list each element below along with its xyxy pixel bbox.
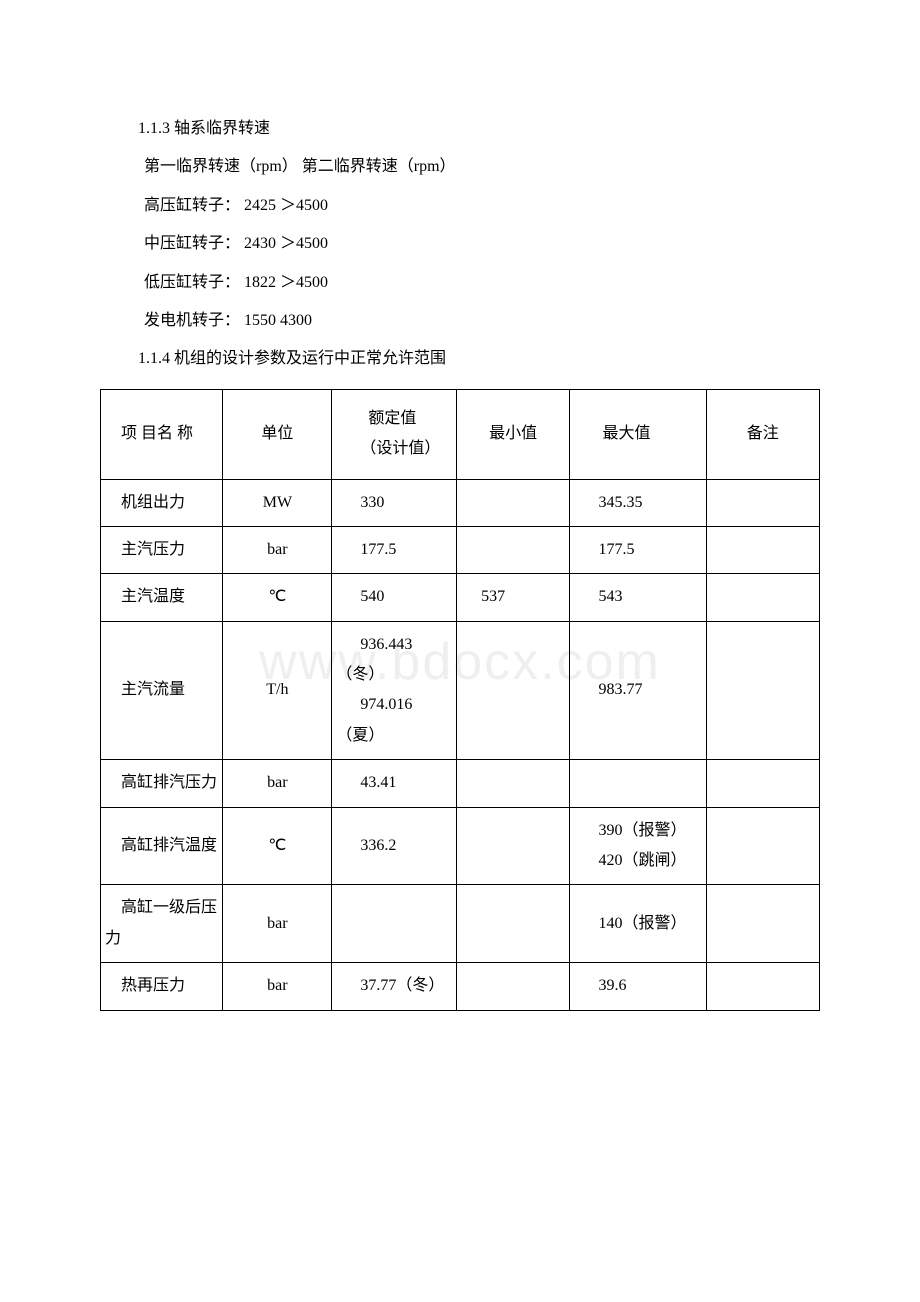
- section-heading-1: 1.1.3 轴系临界转速: [100, 110, 820, 148]
- cell-name: 高缸排汽压力: [101, 760, 223, 807]
- cell-rated: 540: [332, 574, 457, 621]
- cell-unit: bar: [223, 760, 332, 807]
- cell-note: [706, 479, 819, 526]
- cell-min: [457, 760, 570, 807]
- cell-note: [706, 621, 819, 760]
- cell-rated: [332, 885, 457, 963]
- critical-speed-line-1: 高压缸转子： 2425 ＞4500: [100, 187, 820, 225]
- cell-rated: 936.443（冬） 974.016（夏）: [332, 621, 457, 760]
- cell-note: [706, 807, 819, 885]
- table-row: 高缸排汽温度 ℃ 336.2 390（报警） 420（跳闸）: [101, 807, 820, 885]
- cell-max: 983.77: [570, 621, 706, 760]
- cell-rated: 37.77（冬）: [332, 963, 457, 1010]
- cell-rated: 336.2: [332, 807, 457, 885]
- cell-max: 39.6: [570, 963, 706, 1010]
- cell-max: 140（报警）: [570, 885, 706, 963]
- cell-unit: ℃: [223, 574, 332, 621]
- table-row: 主汽温度 ℃ 540 537 543: [101, 574, 820, 621]
- table-header-row: 项 目名 称 单位 额定值 （设计值） 最小值 最大值 备注: [101, 389, 820, 479]
- table-row: 机组出力 MW 330 345.35: [101, 479, 820, 526]
- cell-name: 主汽压力: [101, 526, 223, 573]
- cell-unit: bar: [223, 885, 332, 963]
- section-text: 1.1.3 轴系临界转速 第一临界转速（rpm） 第二临界转速（rpm） 高压缸…: [100, 110, 820, 379]
- cell-note: [706, 885, 819, 963]
- cell-name: 主汽流量: [101, 621, 223, 760]
- cell-max: 345.35: [570, 479, 706, 526]
- table-row: 高缸排汽压力 bar 43.41: [101, 760, 820, 807]
- cell-rated: 330: [332, 479, 457, 526]
- cell-name: 主汽温度: [101, 574, 223, 621]
- cell-min: [457, 621, 570, 760]
- header-rated: 额定值 （设计值）: [332, 389, 457, 479]
- parameters-table: 项 目名 称 单位 额定值 （设计值） 最小值 最大值 备注 机组出力 MW 3…: [100, 389, 820, 1011]
- cell-name: 高缸排汽温度: [101, 807, 223, 885]
- cell-min: [457, 807, 570, 885]
- table-row: 热再压力 bar 37.77（冬） 39.6: [101, 963, 820, 1010]
- cell-unit: T/h: [223, 621, 332, 760]
- cell-unit: MW: [223, 479, 332, 526]
- cell-rated: 177.5: [332, 526, 457, 573]
- critical-speed-line-2: 中压缸转子： 2430 ＞4500: [100, 225, 820, 263]
- cell-unit: ℃: [223, 807, 332, 885]
- cell-min: [457, 526, 570, 573]
- cell-min: [457, 479, 570, 526]
- cell-max: 177.5: [570, 526, 706, 573]
- cell-unit: bar: [223, 526, 332, 573]
- cell-name: 热再压力: [101, 963, 223, 1010]
- cell-note: [706, 574, 819, 621]
- table-row: 主汽流量 T/h 936.443（冬） 974.016（夏） 983.77: [101, 621, 820, 760]
- cell-min: [457, 963, 570, 1010]
- cell-name: 机组出力: [101, 479, 223, 526]
- cell-name: 高缸一级后压力: [101, 885, 223, 963]
- cell-rated: 43.41: [332, 760, 457, 807]
- cell-max: 543: [570, 574, 706, 621]
- cell-note: [706, 526, 819, 573]
- critical-speed-line-4: 发电机转子： 1550 4300: [100, 302, 820, 340]
- page-content: 1.1.3 轴系临界转速 第一临界转速（rpm） 第二临界转速（rpm） 高压缸…: [100, 110, 820, 1011]
- cell-max: 390（报警） 420（跳闸）: [570, 807, 706, 885]
- cell-unit: bar: [223, 963, 332, 1010]
- cell-min: 537: [457, 574, 570, 621]
- table-row: 高缸一级后压力 bar 140（报警）: [101, 885, 820, 963]
- critical-speed-line-0: 第一临界转速（rpm） 第二临界转速（rpm）: [100, 148, 820, 186]
- header-unit: 单位: [223, 389, 332, 479]
- header-name: 项 目名 称: [101, 389, 223, 479]
- cell-note: [706, 963, 819, 1010]
- header-max: 最大值: [570, 389, 706, 479]
- table-row: 主汽压力 bar 177.5 177.5: [101, 526, 820, 573]
- cell-note: [706, 760, 819, 807]
- header-min: 最小值: [457, 389, 570, 479]
- section-heading-2: 1.1.4 机组的设计参数及运行中正常允许范围: [100, 340, 820, 378]
- header-note: 备注: [706, 389, 819, 479]
- cell-max: [570, 760, 706, 807]
- critical-speed-line-3: 低压缸转子： 1822 ＞4500: [100, 264, 820, 302]
- cell-min: [457, 885, 570, 963]
